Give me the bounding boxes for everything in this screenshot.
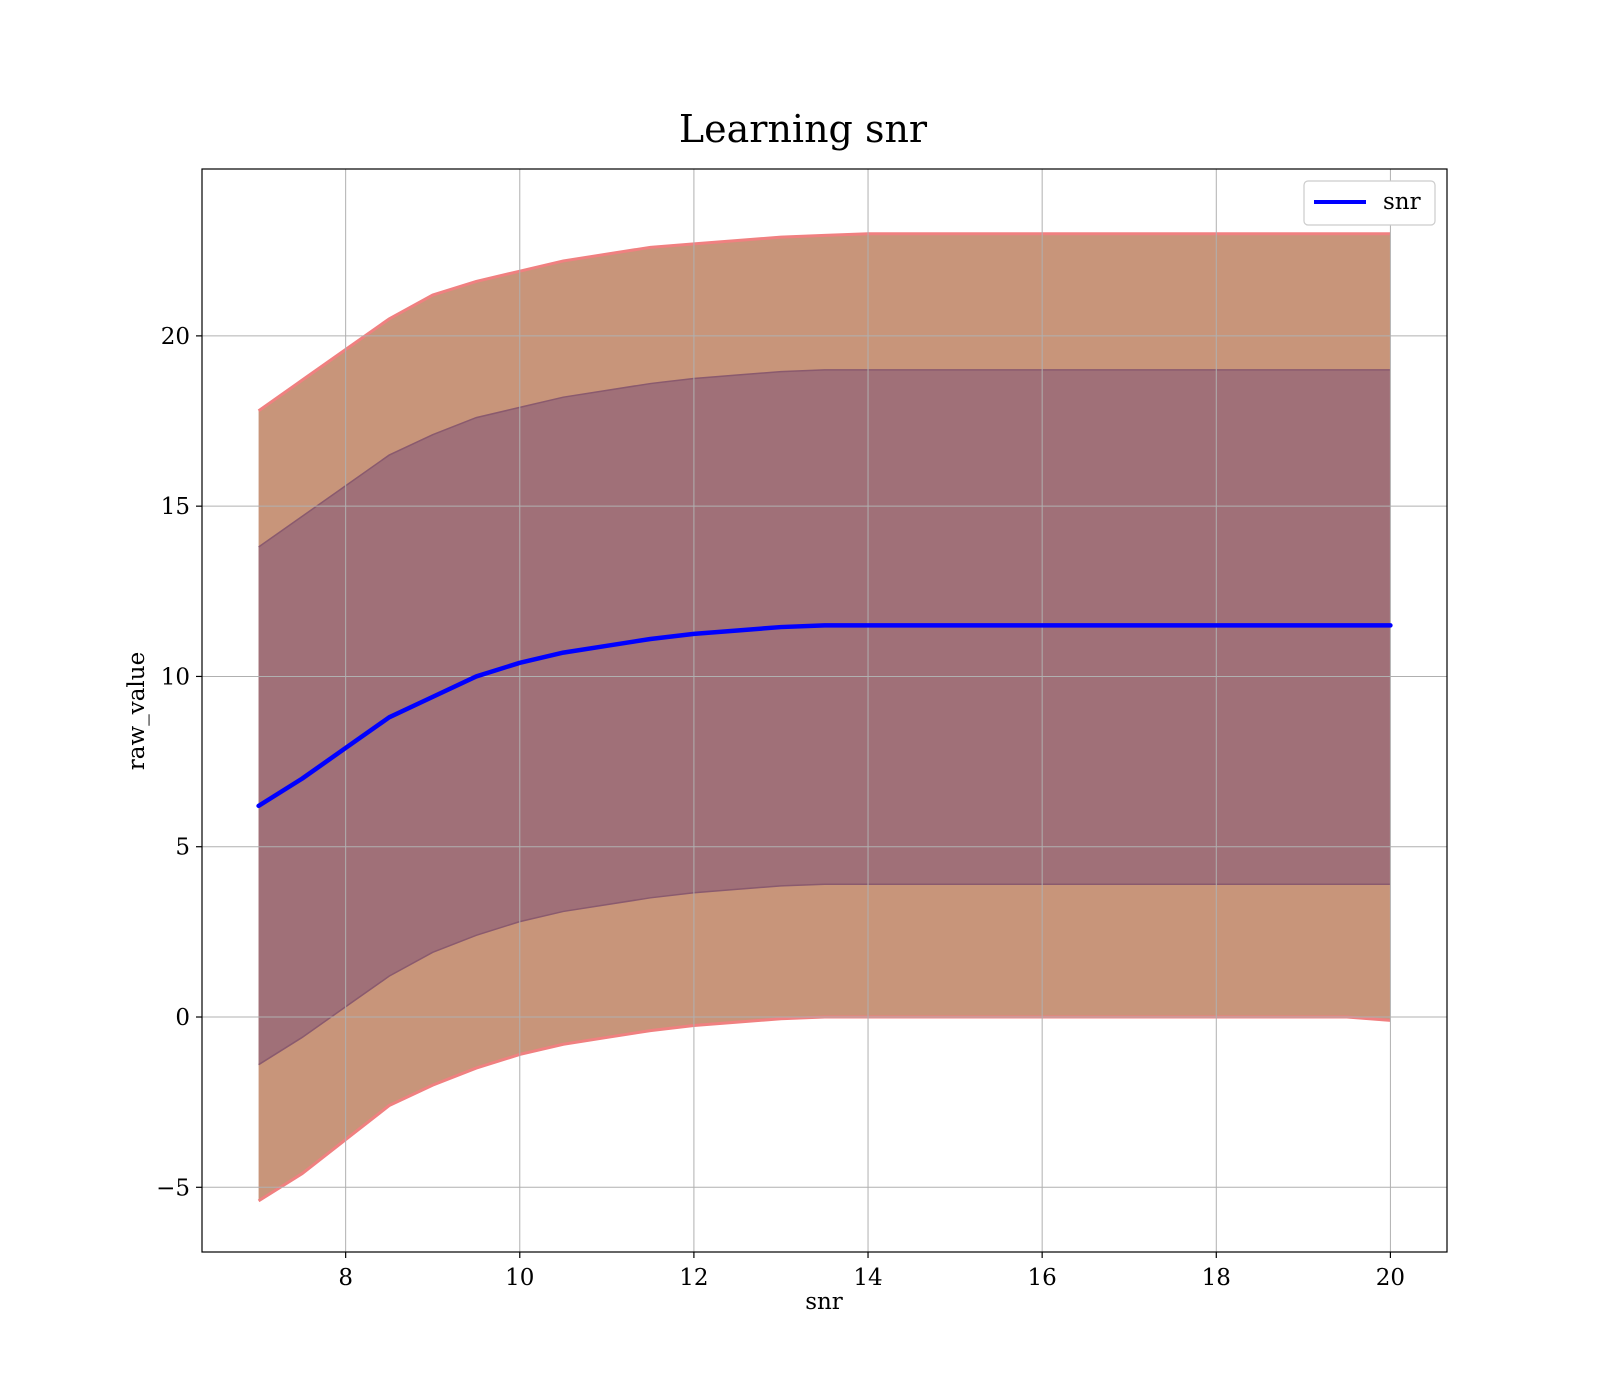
band-inner-lower-edge (258, 883, 1391, 1066)
x-axis-label: snr (805, 1289, 843, 1315)
legend-label-snr: snr (1383, 189, 1421, 215)
y-axis-label: raw_value (124, 652, 150, 770)
x-tick-label: 12 (679, 1265, 708, 1291)
series-line-snr (256, 623, 1393, 809)
y-tick-label: 15 (161, 494, 190, 520)
band-inner (258, 369, 1391, 1065)
y-tick-label: 5 (175, 835, 190, 861)
x-tick-label: 10 (505, 1265, 534, 1291)
bands-layer (257, 232, 1391, 1203)
chart-title: Learning snr (679, 107, 928, 151)
x-tick-label: 8 (338, 1265, 353, 1291)
y-tick-label: 0 (175, 1005, 190, 1031)
x-tick-label: 20 (1376, 1265, 1405, 1291)
x-tick-label: 18 (1202, 1265, 1231, 1291)
band-outer-upper-edge (257, 232, 1391, 413)
y-tick-label: 20 (161, 324, 190, 350)
x-tick-label: 16 (1028, 1265, 1057, 1291)
plot-area (201, 168, 1448, 1253)
y-axis: −5 0 5 10 15 20 (156, 324, 202, 1201)
y-tick-label: 10 (161, 664, 190, 690)
x-axis: 8 10 12 14 16 18 20 (338, 1252, 1405, 1291)
band-inner-upper-edge (258, 369, 1391, 548)
plot-frame (201, 168, 1448, 1253)
grid-layer (202, 169, 1447, 1252)
legend: snr (1303, 180, 1436, 226)
x-tick-label: 14 (853, 1265, 882, 1291)
legend-box (1303, 180, 1436, 226)
y-tick-label: −5 (156, 1175, 190, 1201)
lines-layer (256, 623, 1393, 809)
